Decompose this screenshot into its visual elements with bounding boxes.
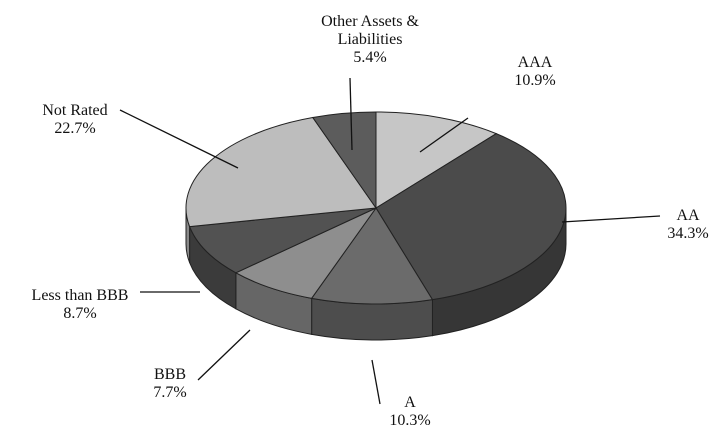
leader-line — [119, 109, 239, 169]
leader-line — [419, 117, 469, 153]
value-label: 10.9% — [514, 72, 556, 89]
value-label: 8.7% — [63, 305, 97, 322]
value-label: 22.7% — [54, 120, 96, 137]
category-label: AAA — [517, 54, 553, 71]
value-label: 7.7% — [153, 384, 187, 401]
data-label: BBB 7.7% — [153, 366, 186, 402]
category-label: BBB — [153, 366, 187, 383]
category-label: Other Assets & Liabilities — [321, 13, 419, 48]
slice — [375, 133, 567, 301]
data-label: A 10.3% — [389, 394, 430, 430]
leader-line — [371, 359, 381, 405]
slice — [188, 207, 377, 274]
slice — [375, 111, 498, 209]
category-label: AA — [676, 207, 700, 224]
value-label: 10.3% — [389, 412, 431, 429]
data-label: AA 34.3% — [667, 207, 708, 243]
leader-line — [561, 215, 661, 223]
data-label: Less than BBB 8.7% — [32, 287, 129, 323]
value-label: 5.4% — [353, 49, 387, 66]
slice — [310, 207, 434, 305]
category-label: Less than BBB — [31, 287, 129, 304]
leader-line — [197, 329, 251, 381]
value-label: 34.3% — [667, 225, 709, 242]
slice — [311, 111, 377, 210]
slice — [185, 116, 377, 228]
leader-line — [349, 77, 353, 151]
slice — [234, 206, 378, 299]
data-label: Other Assets & Liabilities 5.4% — [295, 13, 445, 67]
category-label: Not Rated — [42, 102, 108, 119]
data-label: AAA 10.9% — [514, 54, 555, 90]
data-label: Not Rated 22.7% — [42, 102, 107, 138]
category-label: A — [404, 394, 416, 411]
